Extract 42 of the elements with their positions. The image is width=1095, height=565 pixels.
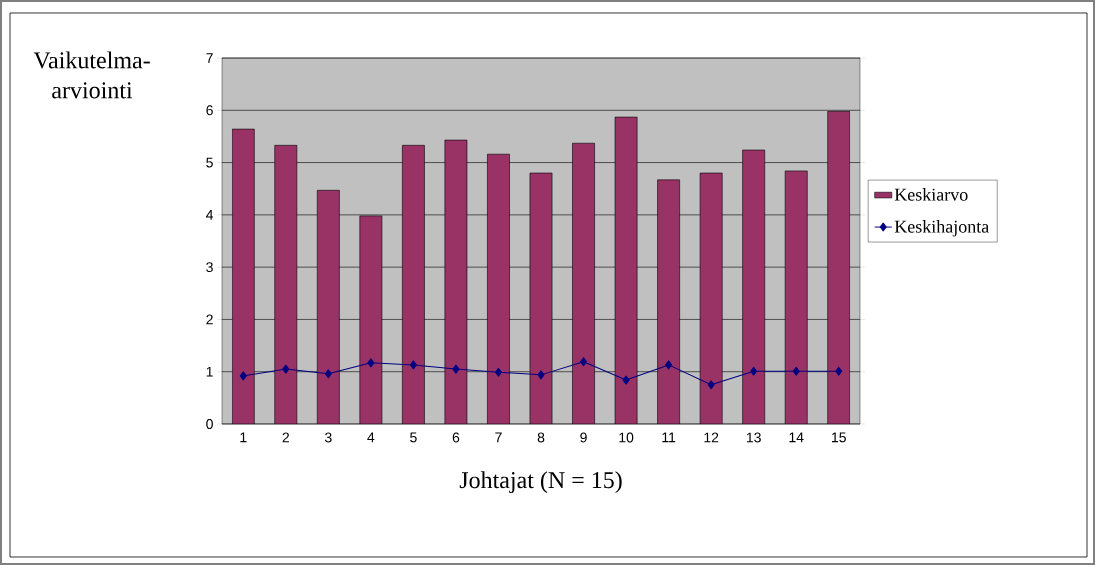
x-tick-label: 4	[367, 432, 375, 443]
x-tick-label: 13	[746, 432, 761, 443]
point	[580, 357, 588, 367]
point	[665, 360, 673, 370]
point	[239, 371, 247, 381]
point	[409, 360, 417, 370]
x-tick-label: 8	[537, 432, 545, 443]
y-tick-label: 6	[206, 105, 213, 116]
x-tick-label: 9	[580, 432, 587, 443]
point	[452, 364, 460, 374]
point	[707, 380, 715, 390]
y-tick-label: 2	[206, 314, 213, 325]
point	[324, 369, 332, 379]
x-tick-label: 14	[789, 432, 804, 443]
y-tick-label: 5	[206, 157, 213, 168]
point	[750, 366, 758, 376]
x-tick-label: 1	[240, 432, 247, 443]
x-axis-title: Johtajat (N = 15)	[459, 471, 622, 494]
y-tick-label: 4	[206, 210, 214, 220]
x-tick-label: 2	[282, 432, 289, 443]
y-tick-label: 3	[206, 262, 213, 273]
x-tick-label: 6	[452, 432, 460, 443]
y-tick-label: 7	[206, 53, 213, 63]
x-tick-label: 12	[704, 432, 719, 443]
point	[792, 366, 800, 376]
point	[282, 364, 290, 374]
point	[835, 366, 843, 376]
x-tick-label: 10	[619, 432, 634, 443]
legend-label: Keskiarvo	[894, 188, 968, 201]
point	[367, 358, 375, 368]
y-tick-label: 1	[206, 366, 213, 377]
x-tick-label: 7	[495, 432, 502, 443]
y-axis-title: Vaikutelma-arviointi	[33, 51, 150, 99]
x-tick-label: 5	[410, 432, 417, 443]
point	[622, 375, 630, 385]
y-tick-label: 0	[206, 419, 213, 429]
point	[494, 367, 502, 377]
x-tick-label: 3	[324, 432, 332, 443]
x-tick-label: 11	[662, 432, 676, 443]
x-tick-label: 15	[832, 432, 846, 443]
legend-label: Keskihajonta	[894, 220, 989, 237]
point	[537, 370, 545, 380]
